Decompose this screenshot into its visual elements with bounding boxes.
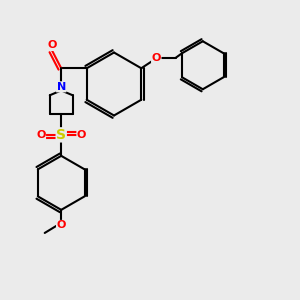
Text: O: O — [56, 220, 66, 230]
Text: O: O — [152, 53, 161, 63]
Text: S: S — [56, 128, 66, 142]
Text: O: O — [47, 40, 57, 50]
Text: O: O — [36, 130, 46, 140]
Text: O: O — [77, 130, 86, 140]
Text: N: N — [57, 82, 66, 92]
